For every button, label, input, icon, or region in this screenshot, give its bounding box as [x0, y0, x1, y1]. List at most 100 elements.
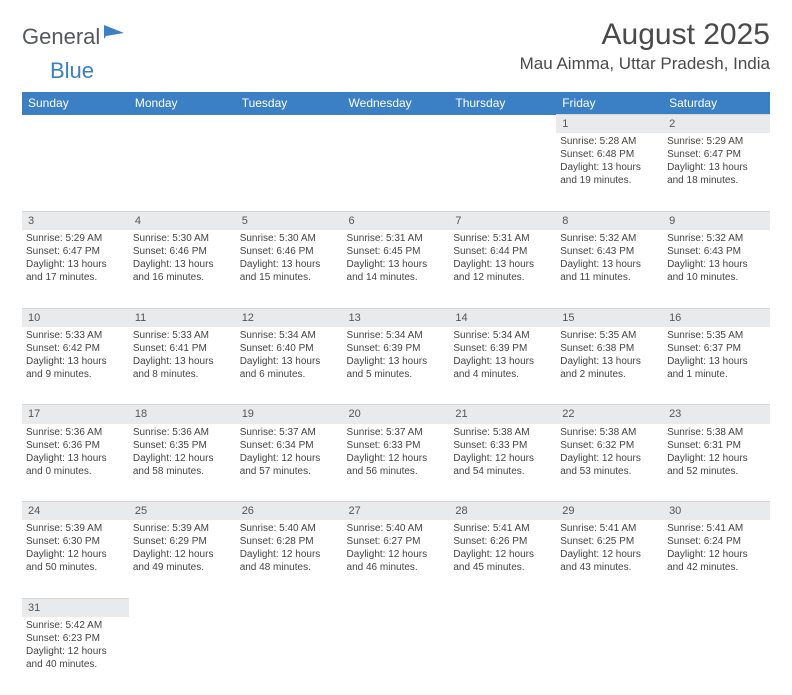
weekday-header: Thursday [449, 92, 556, 115]
day-cell: Sunrise: 5:38 AMSunset: 6:32 PMDaylight:… [556, 424, 663, 502]
calendar-table: SundayMondayTuesdayWednesdayThursdayFrid… [22, 92, 770, 695]
day-detail-line: Sunset: 6:46 PM [240, 245, 339, 258]
day-number: 6 [343, 211, 450, 230]
day-detail-line: Sunrise: 5:37 AM [347, 426, 446, 439]
day-cell: Sunrise: 5:34 AMSunset: 6:40 PMDaylight:… [236, 327, 343, 405]
day-detail-line: Daylight: 12 hours [240, 548, 339, 561]
day-detail-line: Sunrise: 5:31 AM [453, 232, 552, 245]
empty-cell [22, 133, 129, 211]
day-detail-line: and 4 minutes. [453, 368, 552, 381]
day-detail-line: Sunset: 6:42 PM [26, 342, 125, 355]
day-detail-line: and 54 minutes. [453, 465, 552, 478]
day-detail-line: Daylight: 13 hours [240, 355, 339, 368]
day-detail-line: Sunrise: 5:33 AM [26, 329, 125, 342]
day-detail-line: and 53 minutes. [560, 465, 659, 478]
day-cell: Sunrise: 5:39 AMSunset: 6:30 PMDaylight:… [22, 520, 129, 598]
day-detail-line: and 46 minutes. [347, 561, 446, 574]
day-cell: Sunrise: 5:31 AMSunset: 6:45 PMDaylight:… [343, 230, 450, 308]
day-number-row: 3456789 [22, 211, 770, 230]
day-number: 28 [449, 502, 556, 521]
empty-cell [663, 598, 770, 617]
day-detail-line: Sunrise: 5:29 AM [26, 232, 125, 245]
day-detail-line: Sunrise: 5:34 AM [240, 329, 339, 342]
day-number: 9 [663, 211, 770, 230]
day-cell: Sunrise: 5:32 AMSunset: 6:43 PMDaylight:… [556, 230, 663, 308]
day-number-row: 24252627282930 [22, 502, 770, 521]
day-content-row: Sunrise: 5:28 AMSunset: 6:48 PMDaylight:… [22, 133, 770, 211]
day-detail-line: Sunrise: 5:35 AM [667, 329, 766, 342]
day-detail-line: Sunrise: 5:38 AM [453, 426, 552, 439]
day-detail-line: Sunset: 6:40 PM [240, 342, 339, 355]
day-detail-line: Sunrise: 5:40 AM [240, 522, 339, 535]
empty-cell [343, 598, 450, 617]
day-detail-line: Sunrise: 5:33 AM [133, 329, 232, 342]
empty-cell [449, 598, 556, 617]
day-detail-line: and 56 minutes. [347, 465, 446, 478]
day-detail-line: Sunrise: 5:38 AM [667, 426, 766, 439]
day-cell: Sunrise: 5:38 AMSunset: 6:31 PMDaylight:… [663, 424, 770, 502]
day-detail-line: Daylight: 13 hours [133, 355, 232, 368]
day-detail-line: and 58 minutes. [133, 465, 232, 478]
day-cell: Sunrise: 5:28 AMSunset: 6:48 PMDaylight:… [556, 133, 663, 211]
day-cell: Sunrise: 5:34 AMSunset: 6:39 PMDaylight:… [449, 327, 556, 405]
day-number: 11 [129, 308, 236, 327]
day-detail-line: and 18 minutes. [667, 174, 766, 187]
day-number: 14 [449, 308, 556, 327]
empty-cell [236, 115, 343, 134]
day-content-row: Sunrise: 5:29 AMSunset: 6:47 PMDaylight:… [22, 230, 770, 308]
day-detail-line: Sunset: 6:43 PM [667, 245, 766, 258]
day-detail-line: Daylight: 13 hours [667, 161, 766, 174]
day-number: 22 [556, 405, 663, 424]
day-detail-line: and 49 minutes. [133, 561, 232, 574]
day-detail-line: Daylight: 13 hours [453, 258, 552, 271]
day-detail-line: Sunset: 6:47 PM [667, 148, 766, 161]
empty-cell [129, 133, 236, 211]
day-cell: Sunrise: 5:35 AMSunset: 6:37 PMDaylight:… [663, 327, 770, 405]
day-cell: Sunrise: 5:41 AMSunset: 6:25 PMDaylight:… [556, 520, 663, 598]
day-detail-line: and 16 minutes. [133, 271, 232, 284]
empty-cell [236, 133, 343, 211]
day-detail-line: Daylight: 12 hours [26, 645, 125, 658]
day-detail-line: Sunset: 6:46 PM [133, 245, 232, 258]
day-number: 23 [663, 405, 770, 424]
day-number: 27 [343, 502, 450, 521]
day-number: 13 [343, 308, 450, 327]
day-cell: Sunrise: 5:33 AMSunset: 6:42 PMDaylight:… [22, 327, 129, 405]
logo-text-2: Blue [50, 58, 94, 83]
day-number: 19 [236, 405, 343, 424]
day-detail-line: Daylight: 12 hours [133, 548, 232, 561]
day-cell: Sunrise: 5:34 AMSunset: 6:39 PMDaylight:… [343, 327, 450, 405]
day-detail-line: Sunset: 6:26 PM [453, 535, 552, 548]
day-detail-line: Sunset: 6:35 PM [133, 439, 232, 452]
day-number-row: 31 [22, 598, 770, 617]
day-detail-line: Daylight: 13 hours [26, 258, 125, 271]
day-cell: Sunrise: 5:36 AMSunset: 6:36 PMDaylight:… [22, 424, 129, 502]
day-number: 18 [129, 405, 236, 424]
day-detail-line: and 52 minutes. [667, 465, 766, 478]
day-detail-line: Daylight: 13 hours [26, 355, 125, 368]
day-detail-line: and 11 minutes. [560, 271, 659, 284]
day-detail-line: Daylight: 13 hours [26, 452, 125, 465]
day-detail-line: Sunset: 6:47 PM [26, 245, 125, 258]
weekday-header: Friday [556, 92, 663, 115]
day-detail-line: Daylight: 13 hours [347, 258, 446, 271]
empty-cell [343, 617, 450, 695]
day-detail-line: Sunset: 6:31 PM [667, 439, 766, 452]
day-number-row: 10111213141516 [22, 308, 770, 327]
empty-cell [236, 598, 343, 617]
day-detail-line: Sunrise: 5:31 AM [347, 232, 446, 245]
day-detail-line: Sunrise: 5:41 AM [453, 522, 552, 535]
day-cell: Sunrise: 5:38 AMSunset: 6:33 PMDaylight:… [449, 424, 556, 502]
empty-cell [449, 617, 556, 695]
day-detail-line: Sunset: 6:48 PM [560, 148, 659, 161]
title-month: August 2025 [520, 18, 770, 52]
day-cell: Sunrise: 5:33 AMSunset: 6:41 PMDaylight:… [129, 327, 236, 405]
empty-cell [129, 115, 236, 134]
day-detail-line: Sunset: 6:28 PM [240, 535, 339, 548]
day-detail-line: Sunset: 6:33 PM [347, 439, 446, 452]
day-number: 2 [663, 115, 770, 134]
logo-flag-icon [104, 25, 126, 43]
day-number: 17 [22, 405, 129, 424]
day-detail-line: Daylight: 12 hours [26, 548, 125, 561]
empty-cell [22, 115, 129, 134]
